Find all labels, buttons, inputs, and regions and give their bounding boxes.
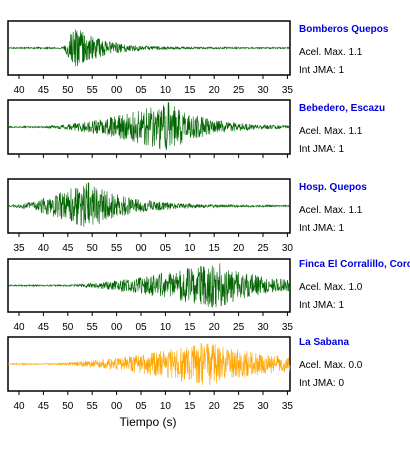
x-tick-label: 45 bbox=[38, 401, 50, 412]
x-tick-label: 20 bbox=[209, 401, 221, 412]
seismogram-panel-finca-el-corralillo: 40 45 50 55 00 05 10 15 20 25 30 35 bbox=[7, 258, 294, 333]
x-tick-label: 05 bbox=[135, 322, 147, 333]
acel-max-hosp-quepos: Acel. Max. 1.1 bbox=[299, 205, 362, 216]
x-tick-label: 50 bbox=[62, 322, 74, 333]
x-tick-label: 35 bbox=[282, 322, 294, 333]
int-jma-bomberos-quepos: Int JMA: 1 bbox=[299, 65, 344, 76]
x-tick-label: 00 bbox=[111, 401, 123, 412]
x-tick-label: 00 bbox=[111, 85, 123, 96]
x-tick-label: 50 bbox=[62, 85, 74, 96]
seismogram-panel-bebedero-escazu bbox=[7, 99, 291, 158]
x-tick-label: 40 bbox=[13, 322, 25, 333]
int-jma-la-sabana: Int JMA: 0 bbox=[299, 378, 344, 389]
x-tick-label: 55 bbox=[87, 401, 99, 412]
station-name-finca-el-corralillo: Finca El Corralillo, Coro bbox=[299, 259, 410, 270]
x-tick-label: 20 bbox=[209, 85, 221, 96]
x-tick-label: 10 bbox=[160, 322, 172, 333]
x-tick-label: 35 bbox=[282, 401, 294, 412]
x-tick-label: 10 bbox=[184, 243, 196, 254]
acel-max-bebedero-escazu: Acel. Max. 1.1 bbox=[299, 126, 362, 137]
x-tick-label: 05 bbox=[135, 85, 147, 96]
acel-max-finca-el-corralillo: Acel. Max. 1.0 bbox=[299, 282, 362, 293]
x-axis-title: Tiempo (s) bbox=[120, 415, 177, 429]
x-tick-label: 50 bbox=[87, 243, 99, 254]
x-tick-label: 55 bbox=[87, 322, 99, 333]
x-tick-label: 35 bbox=[282, 85, 294, 96]
x-tick-label: 25 bbox=[233, 322, 245, 333]
acel-max-value: 1.0 bbox=[348, 282, 363, 293]
int-jma-finca-el-corralillo: Int JMA: 1 bbox=[299, 300, 344, 311]
acel-max-la-sabana: Acel. Max. 0.0 bbox=[299, 360, 362, 371]
int-jma-value: 1 bbox=[338, 65, 345, 76]
waveform-trace bbox=[7, 263, 291, 308]
seismogram-panel-la-sabana: 40 45 50 55 00 05 10 15 20 25 30 35 bbox=[7, 336, 294, 412]
x-tick-label: 40 bbox=[38, 243, 50, 254]
int-jma-label: Int JMA: bbox=[299, 300, 336, 311]
station-name-bomberos-quepos: Bomberos Quepos bbox=[299, 24, 389, 35]
station-name-hosp-quepos: Hosp. Quepos bbox=[299, 182, 367, 193]
x-tick-label: 50 bbox=[62, 401, 74, 412]
x-tick-label: 20 bbox=[209, 322, 221, 333]
x-tick-label: 15 bbox=[184, 401, 196, 412]
int-jma-label: Int JMA: bbox=[299, 65, 336, 76]
waveform-trace bbox=[7, 182, 291, 227]
acel-max-label: Acel. Max. bbox=[299, 360, 346, 371]
x-tick-label: 00 bbox=[135, 243, 147, 254]
x-tick-label: 15 bbox=[184, 85, 196, 96]
int-jma-value: 1 bbox=[338, 144, 345, 155]
x-tick-label: 10 bbox=[160, 401, 172, 412]
x-tick-label: 25 bbox=[257, 243, 269, 254]
x-tick-label: 40 bbox=[13, 85, 25, 96]
seismogram-panel-hosp-quepos: 35 40 45 50 55 00 05 10 15 20 25 30 bbox=[7, 178, 294, 254]
x-tick-label: 55 bbox=[111, 243, 123, 254]
seismogram-panel-bomberos-quepos: 40 45 50 55 00 05 10 15 20 25 30 35 bbox=[7, 20, 294, 96]
acel-max-label: Acel. Max. bbox=[299, 126, 346, 137]
x-tick-label: 30 bbox=[257, 322, 269, 333]
x-tick-label: 05 bbox=[135, 401, 147, 412]
acel-max-value: 1.1 bbox=[348, 47, 363, 58]
x-tick-label: 15 bbox=[209, 243, 221, 254]
int-jma-value: 0 bbox=[338, 378, 345, 389]
x-tick-label: 15 bbox=[184, 322, 196, 333]
acel-max-bomberos-quepos: Acel. Max. 1.1 bbox=[299, 47, 362, 58]
int-jma-value: 1 bbox=[338, 223, 345, 234]
acel-max-value: 1.1 bbox=[348, 126, 363, 137]
x-tick-label: 55 bbox=[87, 85, 99, 96]
x-tick-label: 45 bbox=[38, 85, 50, 96]
x-tick-label: 30 bbox=[282, 243, 294, 254]
x-tick-label: 45 bbox=[62, 243, 74, 254]
acel-max-value: 0.0 bbox=[348, 360, 363, 371]
acel-max-label: Acel. Max. bbox=[299, 282, 346, 293]
x-tick-label: 20 bbox=[233, 243, 245, 254]
waveform-trace bbox=[7, 342, 291, 386]
waveform-trace bbox=[7, 102, 291, 151]
int-jma-bebedero-escazu: Int JMA: 1 bbox=[299, 144, 344, 155]
x-tick-label: 25 bbox=[233, 85, 245, 96]
int-jma-label: Int JMA: bbox=[299, 378, 336, 389]
x-tick-label: 45 bbox=[38, 322, 50, 333]
x-tick-label: 30 bbox=[257, 401, 269, 412]
x-tick-label: 00 bbox=[111, 322, 123, 333]
acel-max-label: Acel. Max. bbox=[299, 47, 346, 58]
x-tick-label: 40 bbox=[13, 401, 25, 412]
station-name-la-sabana: La Sabana bbox=[299, 337, 350, 348]
x-tick-label: 10 bbox=[160, 85, 172, 96]
waveform-trace bbox=[7, 29, 291, 67]
int-jma-label: Int JMA: bbox=[299, 223, 336, 234]
x-tick-label: 30 bbox=[257, 85, 269, 96]
x-tick-label: 05 bbox=[160, 243, 172, 254]
station-name-bebedero-escazu: Bebedero, Escazu bbox=[299, 103, 386, 114]
int-jma-value: 1 bbox=[338, 300, 345, 311]
x-tick-label: 25 bbox=[233, 401, 245, 412]
acel-max-label: Acel. Max. bbox=[299, 205, 346, 216]
x-tick-label: 35 bbox=[13, 243, 25, 254]
acel-max-value: 1.1 bbox=[348, 205, 363, 216]
int-jma-hosp-quepos: Int JMA: 1 bbox=[299, 223, 344, 234]
int-jma-label: Int JMA: bbox=[299, 144, 336, 155]
